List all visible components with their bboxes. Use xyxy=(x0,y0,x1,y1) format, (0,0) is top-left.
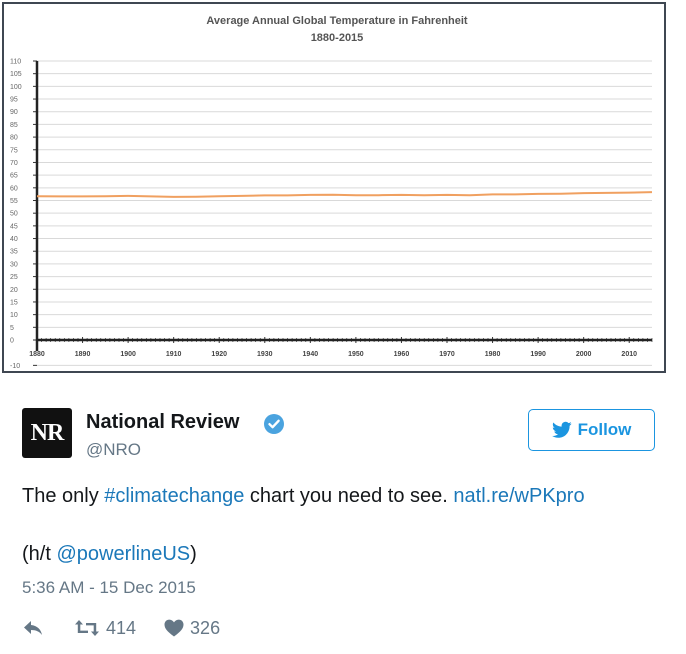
y-tick-label: 75 xyxy=(10,147,18,154)
tweet-text: The only #climatechange chart you need t… xyxy=(22,483,672,509)
x-tick-label: 2000 xyxy=(576,351,592,358)
y-tick-label: 110 xyxy=(10,59,21,66)
temperature-series-line xyxy=(36,191,653,198)
x-tick-label: 1970 xyxy=(439,351,455,358)
like-count: 326 xyxy=(190,617,221,638)
y-tick-label: 80 xyxy=(10,135,18,142)
y-tick-label: 55 xyxy=(10,198,18,205)
follow-button[interactable]: Follow xyxy=(528,409,655,451)
url-link[interactable]: natl.re/wPKpro xyxy=(453,485,585,507)
x-axis-ticks: 1880 1890 1900 1910 1920 1930 1940 1950 1960 1970… xyxy=(29,337,653,358)
x-tick-label: 1950 xyxy=(348,351,364,358)
hat-tip-line: (h/t @powerlineUS) xyxy=(22,543,197,566)
follow-label: Follow xyxy=(577,420,632,439)
retweet-icon xyxy=(75,620,99,636)
tweet-actions: 414 326 xyxy=(22,616,220,640)
like-button[interactable]: 326 xyxy=(164,618,220,639)
x-tick-label: 1880 xyxy=(29,351,45,358)
y-tick-label: -10 xyxy=(10,363,20,370)
y-tick-label: 105 xyxy=(10,71,22,78)
tweet-timestamp[interactable]: 5:36 AM - 15 Dec 2015 xyxy=(22,578,196,597)
display-name[interactable]: National Review xyxy=(86,411,240,433)
avatar[interactable]: NR xyxy=(22,408,72,458)
y-tick-label: 70 xyxy=(10,160,18,167)
x-tick-label: 1920 xyxy=(211,351,227,358)
chart-series xyxy=(36,191,653,198)
y-tick-label: 0 xyxy=(10,338,14,345)
retweet-button[interactable]: 414 xyxy=(74,618,136,639)
x-tick-label: 1930 xyxy=(257,351,273,358)
x-tick-label: 1910 xyxy=(166,351,182,358)
hashtag-link[interactable]: #climatechange xyxy=(104,485,245,507)
x-tick-label: 1960 xyxy=(394,351,410,358)
x-tick-label: 1980 xyxy=(485,351,501,358)
temperature-chart: Average Annual Global Temperature in Fah… xyxy=(10,15,653,370)
y-tick-label: 5 xyxy=(10,325,14,332)
y-tick-label: 65 xyxy=(10,173,18,180)
y-tick-label: 15 xyxy=(10,299,18,306)
y-tick-label: 30 xyxy=(10,261,18,268)
chart-axes xyxy=(35,61,652,351)
x-tick-label: 1900 xyxy=(120,351,136,358)
user-handle[interactable]: @NRO xyxy=(86,440,142,459)
ht-suffix: ) xyxy=(190,543,197,565)
heart-icon xyxy=(164,619,184,637)
mention-link[interactable]: @powerlineUS xyxy=(56,543,191,565)
y-tick-label: 100 xyxy=(10,84,22,91)
chart-frame: Average Annual Global Temperature in Fah… xyxy=(2,2,666,373)
ht-prefix: (h/t xyxy=(22,543,57,565)
x-tick-label: 2010 xyxy=(621,351,637,358)
tweet-text-middle: chart you need to see. xyxy=(244,485,454,507)
y-tick-label: 25 xyxy=(10,274,18,281)
y-tick-label: 95 xyxy=(10,97,18,104)
tweet-card: NR National Review @NRO Follow The only … xyxy=(0,373,686,654)
verified-badge-icon xyxy=(264,414,284,434)
reply-button[interactable] xyxy=(22,619,44,637)
y-tick-label: 10 xyxy=(10,312,18,319)
x-tick-label: 1890 xyxy=(75,351,91,358)
x-tick-label: 1940 xyxy=(303,351,319,358)
y-tick-label: 85 xyxy=(10,122,18,129)
chart-grid xyxy=(37,60,652,366)
y-tick-label: 40 xyxy=(10,236,18,243)
y-tick-label: 50 xyxy=(10,211,18,218)
y-tick-label: 90 xyxy=(10,109,18,116)
y-tick-label: 45 xyxy=(10,223,18,230)
y-tick-label: 35 xyxy=(10,249,18,256)
twitter-bird-icon xyxy=(551,421,572,438)
y-axis-ticks: -10 0 5 10 15 20 25 30 35 40 45 50 55 60 65 70 75 80 85 90 9… xyxy=(10,59,37,370)
y-tick-label: 20 xyxy=(10,287,18,294)
chart-subtitle: 1880-2015 xyxy=(311,32,364,44)
retweet-count: 414 xyxy=(106,617,137,638)
tweet-text-prefix: The only xyxy=(22,485,105,507)
x-tick-label: 1990 xyxy=(530,351,546,358)
chart-title: Average Annual Global Temperature in Fah… xyxy=(206,15,468,27)
reply-icon xyxy=(24,621,42,635)
y-tick-label: 60 xyxy=(10,185,18,192)
